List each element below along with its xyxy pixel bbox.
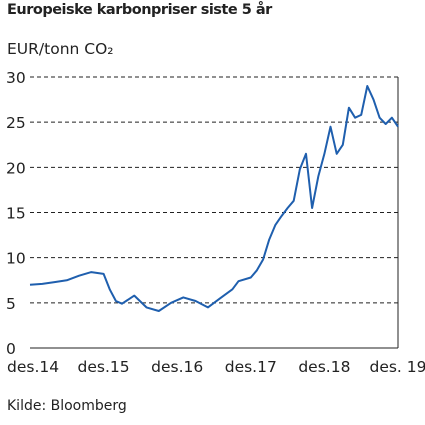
chart-title: Europeiske karbonpriser siste 5 år	[7, 2, 272, 18]
x-tick-label-1: des.15	[78, 358, 130, 376]
y-tick-label-0: 0	[6, 340, 16, 358]
x-tick-label-0: des.14	[7, 358, 59, 376]
y-tick-label-30: 30	[6, 69, 26, 87]
grid-lines	[30, 76, 398, 304]
x-tick-label-5: des. 19	[369, 358, 425, 376]
axes	[30, 77, 399, 349]
y-tick-label-25: 25	[6, 114, 26, 132]
x-tick-label-4: des.18	[298, 358, 350, 376]
source-note: Kilde: Bloomberg	[7, 398, 127, 414]
series-layer	[29, 85, 399, 312]
y-tick-label-5: 5	[6, 295, 16, 313]
series-line-0	[29, 85, 399, 312]
y-tick-label-20: 20	[6, 159, 26, 177]
y-tick-label-15: 15	[6, 205, 26, 223]
x-tick-labels: des.14 des.15 des.16 des.17 des.18 des. 19	[7, 358, 425, 376]
y-tick-labels: 0 5 10 15 20 25 30	[6, 69, 26, 358]
x-tick-label-2: des.16	[151, 358, 203, 376]
y-axis-unit-label: EUR/tonn CO₂	[7, 40, 114, 58]
y-tick-label-10: 10	[6, 250, 26, 268]
x-tick-label-3: des.17	[225, 358, 277, 376]
